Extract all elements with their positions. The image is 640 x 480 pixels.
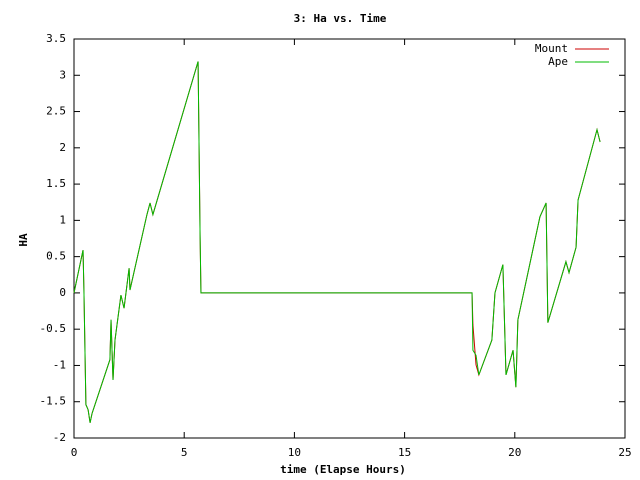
x-tick-label: 20 xyxy=(508,446,521,459)
y-tick-label: 0.5 xyxy=(46,250,66,263)
y-tick-label: 1.5 xyxy=(46,177,66,190)
x-tick-label: 10 xyxy=(288,446,301,459)
y-tick-label: -0.5 xyxy=(40,322,67,335)
y-axis-label: HA xyxy=(17,233,30,247)
plot-border xyxy=(73,38,626,439)
y-tick-label: 3.5 xyxy=(46,32,66,45)
x-axis-label: time (Elapse Hours) xyxy=(280,463,406,476)
legend-label: Mount xyxy=(535,42,568,55)
y-tick-label: 2.5 xyxy=(46,105,66,118)
chart-title: 3: Ha vs. Time xyxy=(294,12,387,25)
legend-label: Ape xyxy=(548,55,568,68)
x-tick-label: 5 xyxy=(181,446,188,459)
data-line xyxy=(73,61,601,423)
y-tick-label: -2 xyxy=(53,431,66,444)
x-tick-label: 15 xyxy=(398,446,411,459)
x-tick-label: 25 xyxy=(618,446,631,459)
y-tick-label: 1 xyxy=(59,213,66,226)
y-tick-label: -1 xyxy=(53,358,66,371)
y-tick-label: 3 xyxy=(59,68,66,81)
y-tick-label: 2 xyxy=(59,141,66,154)
y-tick-label: -1.5 xyxy=(40,395,67,408)
x-tick-label: 0 xyxy=(71,446,78,459)
y-tick-label: 0 xyxy=(59,286,66,299)
